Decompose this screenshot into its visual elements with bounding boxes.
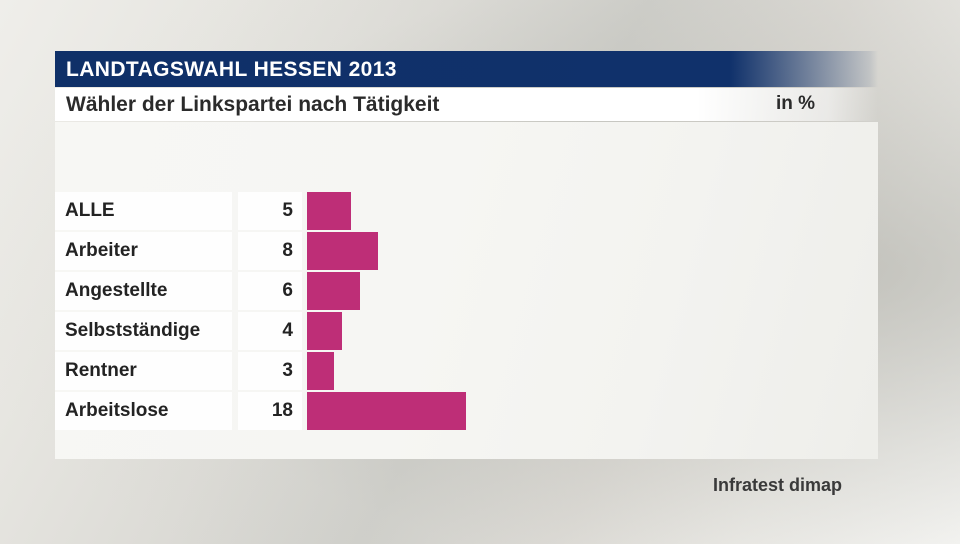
bar <box>307 312 343 350</box>
bar-track <box>307 352 878 390</box>
bar <box>307 392 466 430</box>
bar <box>307 232 378 270</box>
bar-track <box>307 392 878 430</box>
row-value-cell: 4 <box>238 312 302 350</box>
page-title: LANDTAGSWAHL HESSEN 2013 <box>66 58 397 81</box>
row-label-cell: Arbeiter <box>55 232 232 270</box>
row-value-cell: 8 <box>238 232 302 270</box>
bar-track <box>307 272 878 310</box>
row-value: 18 <box>271 400 293 421</box>
row-label-cell: Arbeitslose <box>55 392 232 430</box>
row-label: Angestellte <box>65 280 168 301</box>
row-value: 5 <box>282 200 293 221</box>
bar <box>307 192 352 230</box>
table-row: Rentner 3 <box>55 352 878 390</box>
row-value-cell: 18 <box>238 392 302 430</box>
bar-track <box>307 312 878 350</box>
row-label: Selbstständige <box>65 320 201 341</box>
bar <box>307 272 360 310</box>
source-credit: Infratest dimap <box>712 475 842 495</box>
row-value-cell: 3 <box>238 352 302 390</box>
row-label-cell: ALLE <box>55 192 232 230</box>
row-label: Arbeiter <box>65 240 138 261</box>
row-value-cell: 5 <box>238 192 302 230</box>
table-row: ALLE 5 <box>55 192 878 230</box>
row-value-cell: 6 <box>238 272 302 310</box>
row-value: 8 <box>282 240 293 261</box>
bar-rows: ALLE 5 Arbeiter 8 Angestellte 6 Selbstständige… <box>55 192 878 432</box>
table-row: Angestellte 6 <box>55 272 878 310</box>
row-value: 4 <box>282 320 293 341</box>
unit-label: in % <box>775 93 815 114</box>
table-row: Selbstständige 4 <box>55 312 878 350</box>
bar <box>307 352 334 390</box>
subtitle-bar: Wähler der Linkspartei nach Tätigkeit in… <box>55 88 878 121</box>
bar-track <box>307 192 878 230</box>
row-label-cell: Angestellte <box>55 272 232 310</box>
row-value: 6 <box>282 280 293 301</box>
row-label: ALLE <box>65 200 115 221</box>
table-row: Arbeitslose 18 <box>55 392 878 430</box>
title-bar: LANDTAGSWAHL HESSEN 2013 <box>55 51 878 87</box>
chart-panel: ALLE 5 Arbeiter 8 Angestellte 6 Selbstständige… <box>55 122 878 459</box>
row-label: Rentner <box>65 360 137 381</box>
row-label: Arbeitslose <box>65 400 169 421</box>
row-value: 3 <box>282 360 293 381</box>
table-row: Arbeiter 8 <box>55 232 878 270</box>
bar-track <box>307 232 878 270</box>
row-label-cell: Rentner <box>55 352 232 390</box>
chart-subtitle: Wähler der Linkspartei nach Tätigkeit <box>66 93 440 116</box>
row-label-cell: Selbstständige <box>55 312 232 350</box>
